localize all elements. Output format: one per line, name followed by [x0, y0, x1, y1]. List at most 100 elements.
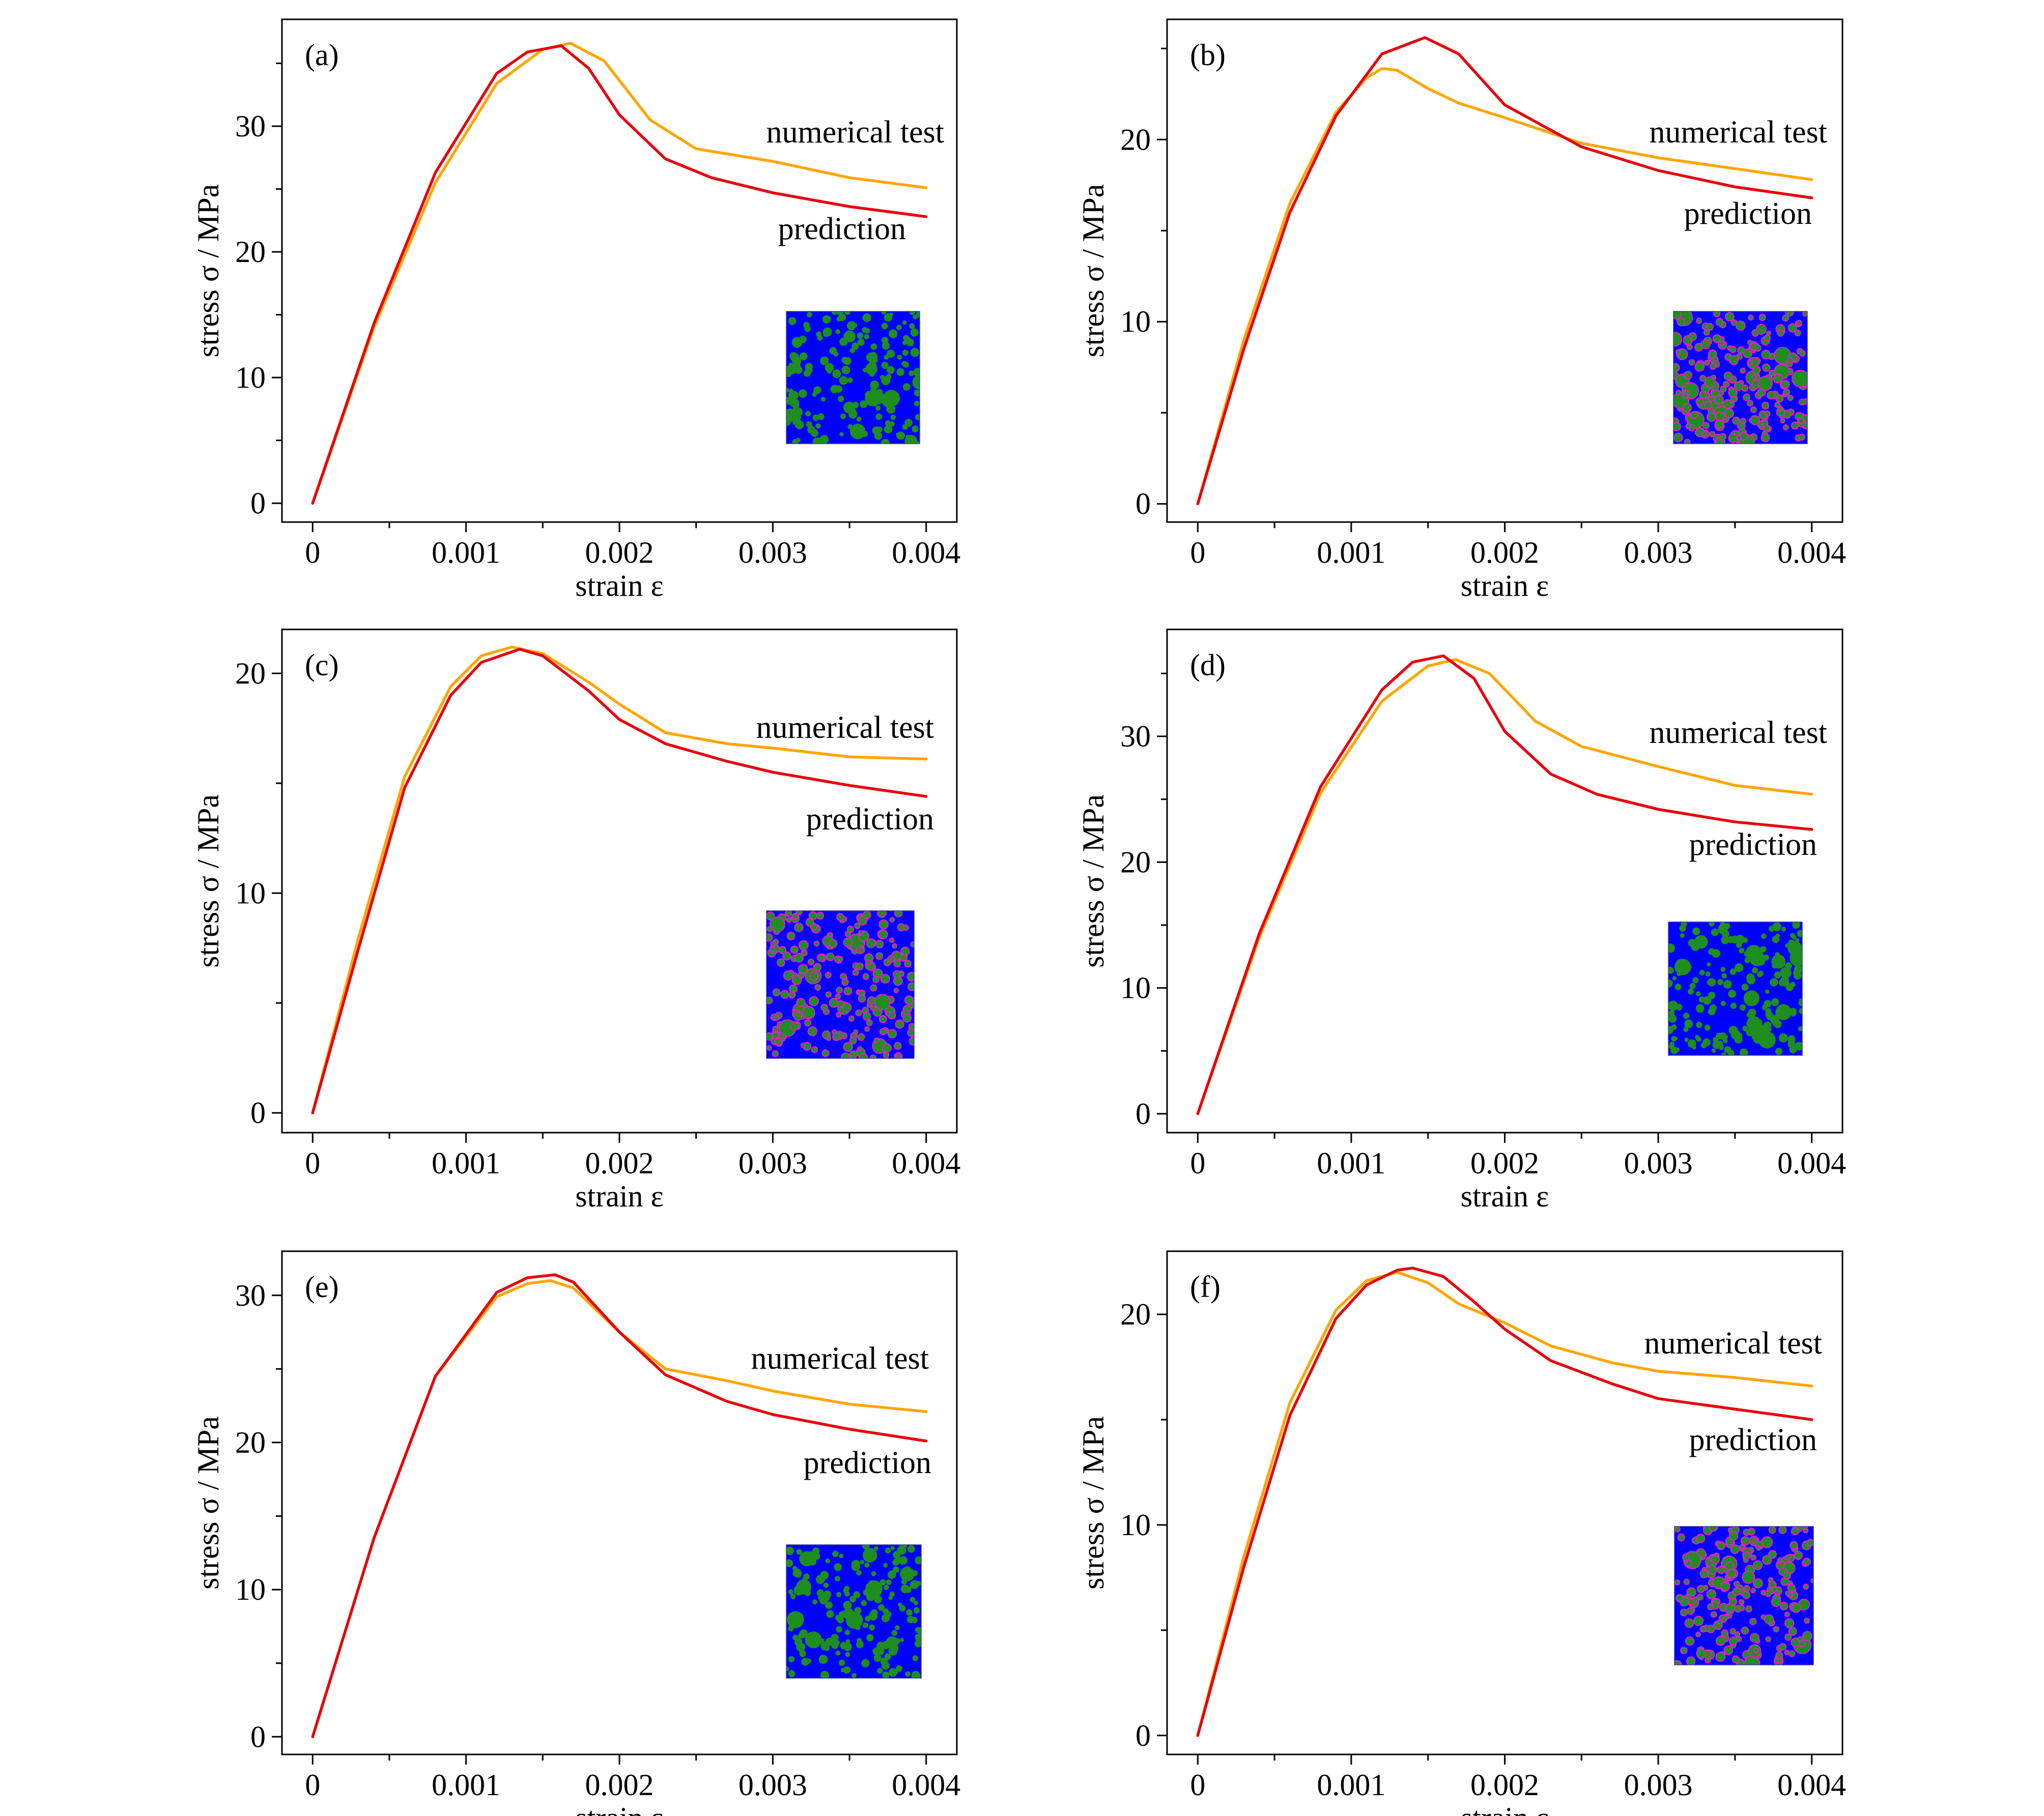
aggregate-particle: [1684, 1618, 1694, 1628]
aggregate-particle: [1686, 1587, 1696, 1597]
aggregate-particle: [885, 1547, 891, 1554]
aggregate-particle: [788, 1589, 793, 1595]
x-tick-label: 0.001: [1317, 1768, 1385, 1802]
panel-label: (b): [1190, 38, 1226, 72]
aggregate-particle: [766, 911, 775, 920]
aggregate-particle: [883, 390, 900, 407]
aggregate-particle: [858, 916, 868, 926]
aggregate-particle: [910, 328, 919, 337]
aggregate-particle: [1739, 431, 1749, 441]
aggregate-particle: [1764, 1614, 1774, 1625]
aggregate-particle: [1771, 1597, 1781, 1607]
aggregate-particle: [1668, 1014, 1677, 1023]
aggregate-particle: [854, 1607, 862, 1615]
aggregate-particle: [1747, 952, 1755, 960]
aggregate-particle: [1759, 946, 1767, 953]
aggregate-particle: [1687, 988, 1694, 995]
aggregate-particle: [1696, 1022, 1702, 1028]
y-tick-label: 10: [235, 876, 266, 910]
aggregate-particle: [799, 1629, 808, 1638]
aggregate-particle: [826, 953, 835, 962]
aggregate-particle: [1746, 1016, 1761, 1031]
aggregate-particle: [1715, 1032, 1722, 1040]
aggregate-particle: [881, 311, 887, 314]
aggregate-particle: [1708, 349, 1717, 359]
aggregate-particle: [1763, 955, 1769, 961]
aggregate-particle: [881, 439, 890, 444]
aggregate-particle: [786, 396, 793, 405]
numerical-test-curve: [1196, 1271, 1813, 1737]
y-tick-label: 0: [250, 486, 266, 520]
y-axis-label: stress σ / MPa: [191, 184, 225, 358]
aggregate-particle: [862, 973, 870, 980]
aggregate-particle: [1762, 363, 1771, 372]
aggregate-particle: [1758, 313, 1766, 321]
aggregate-particle: [769, 916, 785, 933]
y-tick-label: 30: [235, 109, 266, 143]
aggregate-particle: [836, 1012, 842, 1018]
aggregate-particle: [894, 1042, 902, 1050]
aggregate-particle: [905, 1671, 911, 1677]
aggregate-particle: [802, 1005, 815, 1020]
aggregate-particle: [1720, 967, 1725, 972]
aggregate-particle: [1723, 371, 1733, 381]
y-axis-label: stress σ / MPa: [1076, 184, 1110, 358]
aggregate-particle: [1684, 370, 1693, 380]
x-axis-label: strain ε: [1461, 569, 1549, 602]
aggregate-particle: [1777, 1557, 1783, 1564]
aggregate-particle: [1706, 1589, 1717, 1600]
aggregate-particle: [1696, 1648, 1707, 1659]
aggregate-particle: [847, 321, 856, 330]
aggregate-particle: [1765, 1636, 1772, 1642]
aggregate-particle: [851, 342, 859, 350]
aggregate-particle: [1719, 433, 1726, 441]
aggregate-particle: [807, 312, 812, 318]
aggregate-particle: [1717, 1619, 1723, 1625]
aggregate-particle: [1750, 406, 1757, 413]
aggregate-particle: [1755, 324, 1767, 335]
aggregate-particle: [1696, 1036, 1701, 1042]
aggregate-particle: [1712, 949, 1721, 958]
numerical-test-curve: [311, 42, 928, 505]
aggregate-particle: [790, 1595, 796, 1600]
aggregate-particle: [828, 939, 838, 948]
aggregate-particle: [1757, 958, 1765, 966]
aggregate-particle: [847, 424, 853, 429]
aggregate-particle: [800, 1042, 807, 1049]
x-tick-label: 0.004: [892, 1768, 960, 1802]
y-tick-label: 0: [1135, 1097, 1151, 1131]
aggregate-particle: [1781, 927, 1786, 932]
aggregate-particle: [1799, 1007, 1802, 1015]
aggregate-particle: [1685, 966, 1691, 972]
aggregate-particle: [1701, 430, 1708, 437]
aggregate-particle: [1708, 1007, 1716, 1016]
aggregate-particle: [858, 1053, 868, 1058]
aggregate-particle: [1699, 970, 1705, 975]
microstructure-inset: [1674, 1526, 1813, 1665]
aggregate-particle: [1708, 1565, 1718, 1575]
aggregate-particle: [1777, 330, 1784, 337]
aggregate-particle: [853, 1591, 861, 1599]
aggregate-particle: [871, 1571, 876, 1576]
panel-f: 0 0.001 0.002 0.003 0.004 0 10 20 strain ε stress…: [1076, 1250, 1846, 1816]
aggregate-particle: [1764, 410, 1771, 417]
aggregate-particle: [1715, 1636, 1726, 1646]
x-axis-label: strain ε: [1461, 1179, 1549, 1213]
aggregate-particle: [886, 1579, 892, 1585]
aggregate-particle: [1709, 363, 1717, 370]
aggregate-particle: [866, 1002, 872, 1008]
aggregate-particle: [1724, 312, 1735, 322]
aggregate-particle: [772, 988, 781, 997]
aggregate-particle: [799, 352, 808, 361]
aggregate-particle: [1695, 1004, 1705, 1013]
aggregate-particle: [1683, 1013, 1690, 1019]
aggregate-particle: [1798, 433, 1806, 441]
aggregate-particle: [1707, 962, 1711, 967]
aggregate-particle: [1722, 930, 1729, 938]
aggregate-particle: [1788, 1627, 1797, 1636]
aggregate-particle: [846, 402, 854, 410]
aggregate-particle: [878, 1604, 885, 1611]
aggregate-particle: [1743, 1529, 1750, 1536]
aggregate-particle: [912, 375, 920, 390]
aggregate-particle: [794, 1638, 803, 1646]
